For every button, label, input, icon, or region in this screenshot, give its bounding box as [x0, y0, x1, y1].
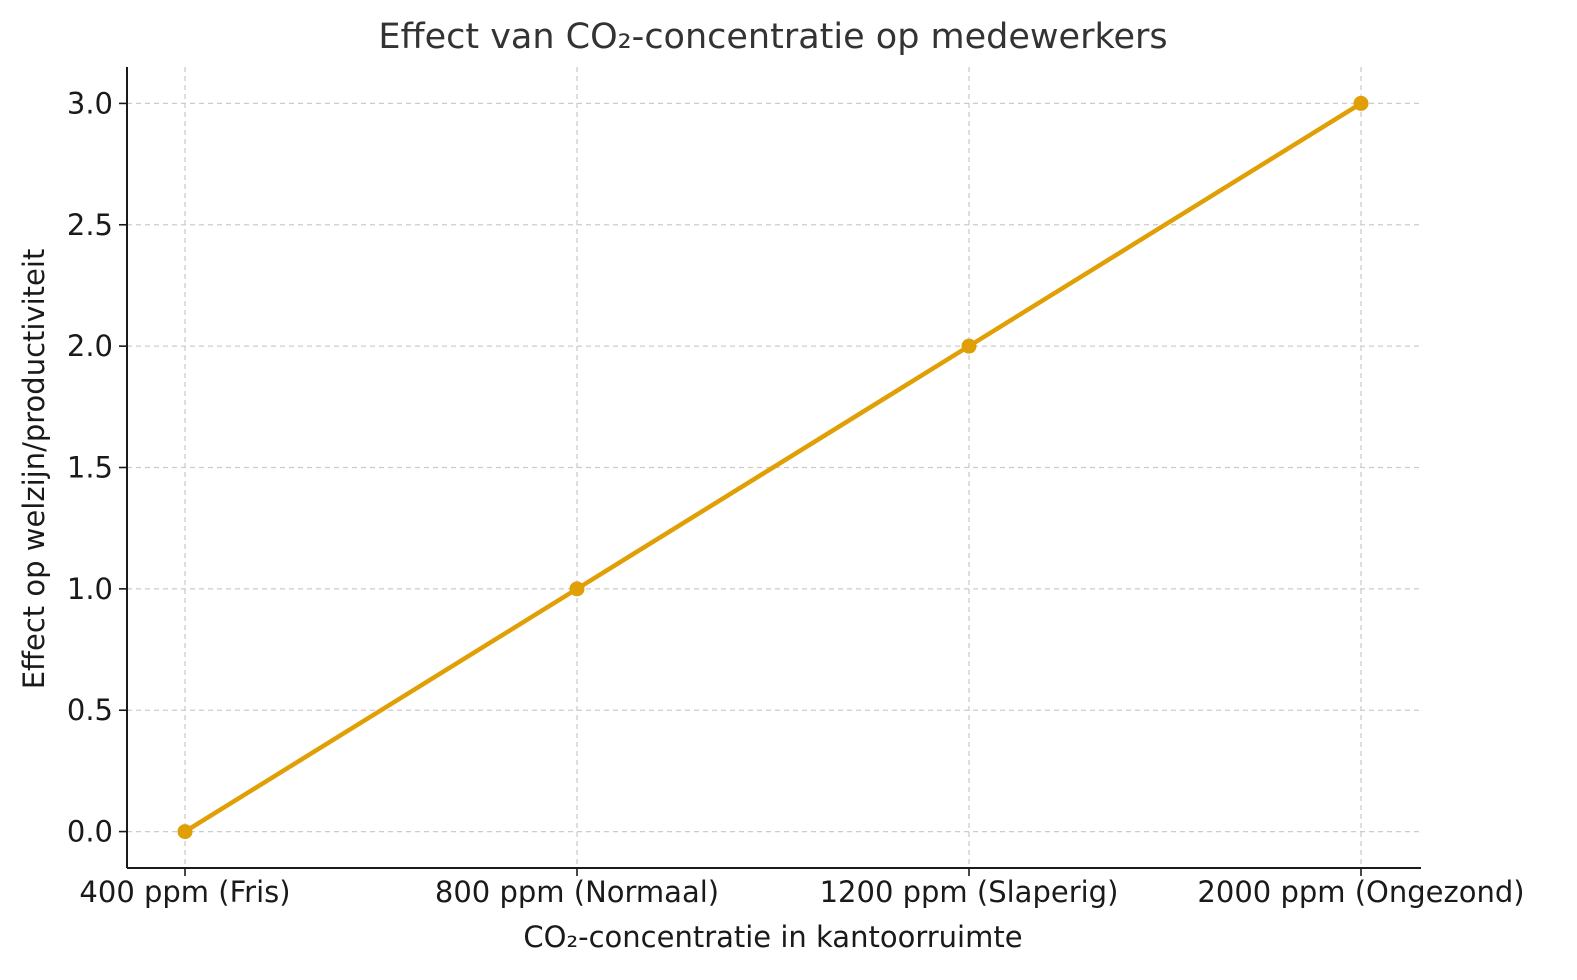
data-point [177, 824, 193, 840]
series-line [182, 101, 1364, 834]
x-axis-title: CO₂-concentratie in kantoorruimte [523, 920, 1022, 954]
y-axis-title: Effect op welzijn/productiviteit [17, 249, 51, 690]
x-tick-label: 1200 ppm (Slaperig) [820, 875, 1119, 909]
data-point [569, 581, 585, 597]
y-tick-label: 1.5 [67, 451, 113, 485]
series [177, 95, 1369, 840]
y-tick-label: 0.5 [67, 693, 113, 727]
x-tick-label: 2000 ppm (Ongezond) [1197, 875, 1524, 909]
y-tick-label: 2.0 [67, 329, 113, 363]
y-tick-label: 0.0 [67, 815, 113, 849]
x-tick-label: 400 ppm (Fris) [79, 875, 290, 909]
y-tick-label: 1.0 [67, 572, 113, 606]
axes [119, 67, 1421, 876]
grid [127, 67, 1421, 868]
data-point [1353, 95, 1369, 111]
y-tick-label: 3.0 [67, 86, 113, 120]
tick-labels: 0.0 0.5 1.0 1.5 2.0 2.5 3.0 400 ppm (Fris) 800 p… [67, 86, 1525, 909]
y-tick-label: 2.5 [67, 208, 113, 242]
x-tick-label: 800 ppm (Normaal) [435, 875, 719, 909]
data-point [961, 338, 977, 354]
chart-title: Effect van CO₂-concentratie op medewerke… [378, 17, 1167, 57]
